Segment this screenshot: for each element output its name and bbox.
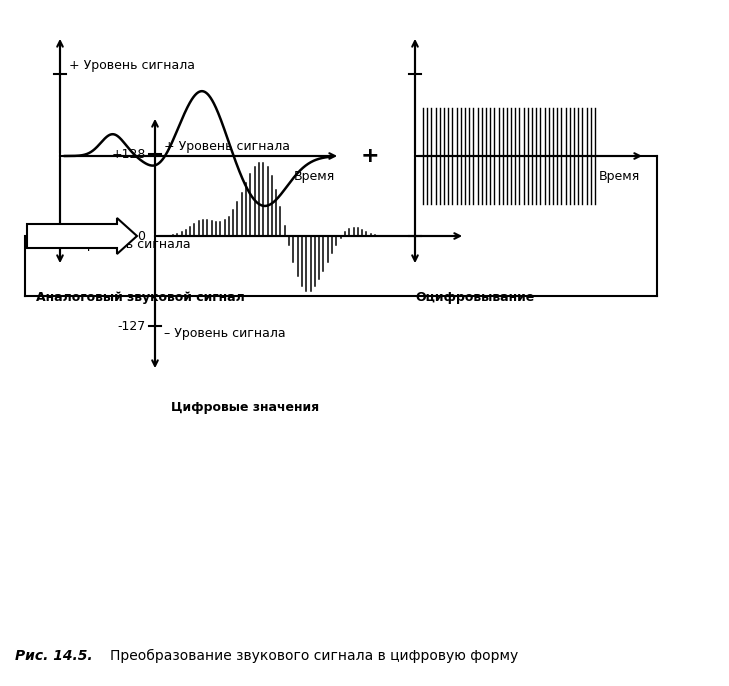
Text: Время: Время: [599, 170, 640, 183]
Polygon shape: [27, 218, 137, 254]
Text: Преобразование звукового сигнала в цифровую форму: Преобразование звукового сигнала в цифро…: [110, 649, 518, 663]
Text: Цифровые значения: Цифровые значения: [171, 401, 319, 414]
Text: – Уровень сигнала: – Уровень сигнала: [164, 327, 286, 340]
Text: Время: Время: [294, 170, 335, 183]
Text: Аналоговый звуковой сигнал: Аналоговый звуковой сигнал: [36, 291, 244, 304]
Text: Оцифровывание: Оцифровывание: [416, 291, 534, 304]
Text: – Уровень сигнала: – Уровень сигнала: [69, 238, 190, 251]
Text: 0: 0: [137, 230, 145, 242]
Text: + Уровень сигнала: + Уровень сигнала: [69, 59, 195, 72]
Text: +: +: [361, 146, 379, 166]
Text: +128: +128: [112, 147, 146, 161]
Text: -127: -127: [118, 320, 146, 333]
Text: + Уровень сигнала: + Уровень сигнала: [164, 140, 290, 153]
Text: Рис. 14.5.: Рис. 14.5.: [15, 649, 93, 663]
